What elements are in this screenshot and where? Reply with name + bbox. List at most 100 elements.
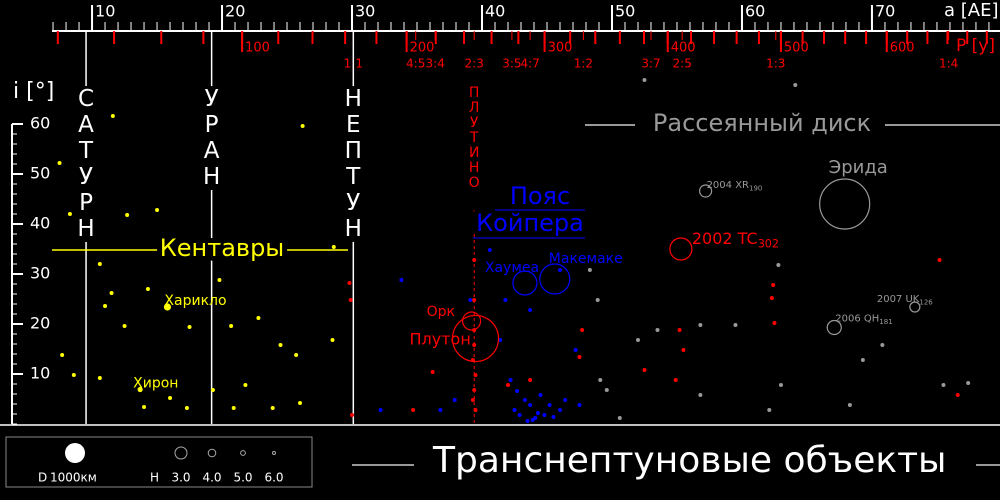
object-point [231,406,236,410]
object-point [642,368,647,372]
object-point [617,416,622,420]
object-point [681,348,686,352]
legend-h-circle [207,448,217,458]
y-tick-label: 20 [30,314,50,333]
legend-h-circle [174,446,188,460]
x-tick-label: 30 [355,2,375,21]
object-point [125,213,130,217]
named-object [451,314,500,363]
legend-h-value: 3.0 [171,471,190,485]
object-point [677,328,682,332]
object-point [769,296,774,300]
resonance-label: 3:4 [426,57,445,71]
object-point [733,323,738,327]
object-point [577,355,582,359]
legend-h-value: 4.0 [202,471,221,485]
object-point [595,298,600,302]
x-tick-label: 70 [875,2,895,21]
object-name: 2002 TC [692,229,758,248]
object-point [109,291,114,295]
y-axis-label: i [°] [13,79,54,104]
legend-h-label: H [150,471,159,485]
resonance-label: 3:7 [641,57,660,71]
object-name: Харикло [164,293,226,309]
object-point [557,408,562,412]
resonance-label: 2:5 [673,57,692,71]
object-name: Эрида [829,157,888,178]
named-object [909,301,921,313]
named-object [462,311,482,331]
object-point [472,298,477,302]
planet-label: УРАН [198,86,225,190]
object-point [598,378,603,382]
object-point [473,373,478,377]
object-point [97,262,102,266]
scattered-label: Рассеянный диск [653,109,871,137]
object-point [472,343,477,347]
p-axis-label: P [y] [956,36,995,56]
object-point [155,208,160,212]
object-point [698,323,703,327]
object-name: 2007 UK [877,294,920,305]
object-point [57,161,62,165]
x-axis-label: a [AE] [944,0,998,21]
object-point [767,408,772,412]
named-object [137,386,143,393]
object-point [110,114,115,118]
plutino-label: ПЛУТИНО [468,85,480,191]
object-name: Хаумеа [485,260,539,276]
object-point [655,328,660,332]
object-point [243,383,248,387]
named-object [819,178,871,230]
object-point [530,418,535,422]
resonance-label: 1:3 [766,57,785,71]
x-tick-label: 60 [745,2,765,21]
p-tick-label: 100 [245,41,270,56]
object-label: Хирон [133,376,178,392]
object-point [542,413,547,417]
planet-label: САТУРН [73,86,100,242]
object-point [528,308,533,312]
object-point [256,316,261,320]
object-label: Макемаке [549,251,623,267]
object-point [776,263,781,267]
object-point [771,283,776,287]
object-point [635,338,640,342]
y-tick-label: 50 [30,164,50,183]
kuiper-label: Пояс [510,182,570,210]
object-point [399,278,404,282]
object-point [350,413,355,417]
object-point [587,268,592,272]
y-tick-label: 10 [30,364,50,383]
x-tick-label: 50 [615,2,635,21]
object-label: 2007 UK126 [877,294,933,307]
object-point [698,393,703,397]
object-point [512,408,517,412]
object-point [515,389,520,393]
object-name: Плутон [409,329,470,348]
object-point [847,403,852,407]
resonance-label: 1:2 [574,57,593,71]
object-label: 2004 XR190 [707,180,763,193]
y-tick-label: 60 [30,114,50,133]
object-point [411,408,416,412]
kuiper-label: Койпера [476,209,584,237]
object-point [122,324,127,328]
object-point [348,298,353,302]
named-object [163,303,172,311]
object-name: 2004 XR [707,180,749,191]
chart-title: Транснептуновые объекты [432,440,946,481]
object-point [642,78,647,82]
resonance-label: 2:3 [465,57,484,71]
resonance-label: 3:5 [502,57,521,71]
legend-h-circle [271,450,277,456]
object-point [330,338,335,342]
object-point [217,278,222,282]
object-point [880,343,885,347]
object-point [103,304,108,308]
object-point [470,398,475,402]
object-point [473,408,478,412]
named-object [698,184,713,198]
object-point [557,268,562,272]
object-point [772,321,777,325]
